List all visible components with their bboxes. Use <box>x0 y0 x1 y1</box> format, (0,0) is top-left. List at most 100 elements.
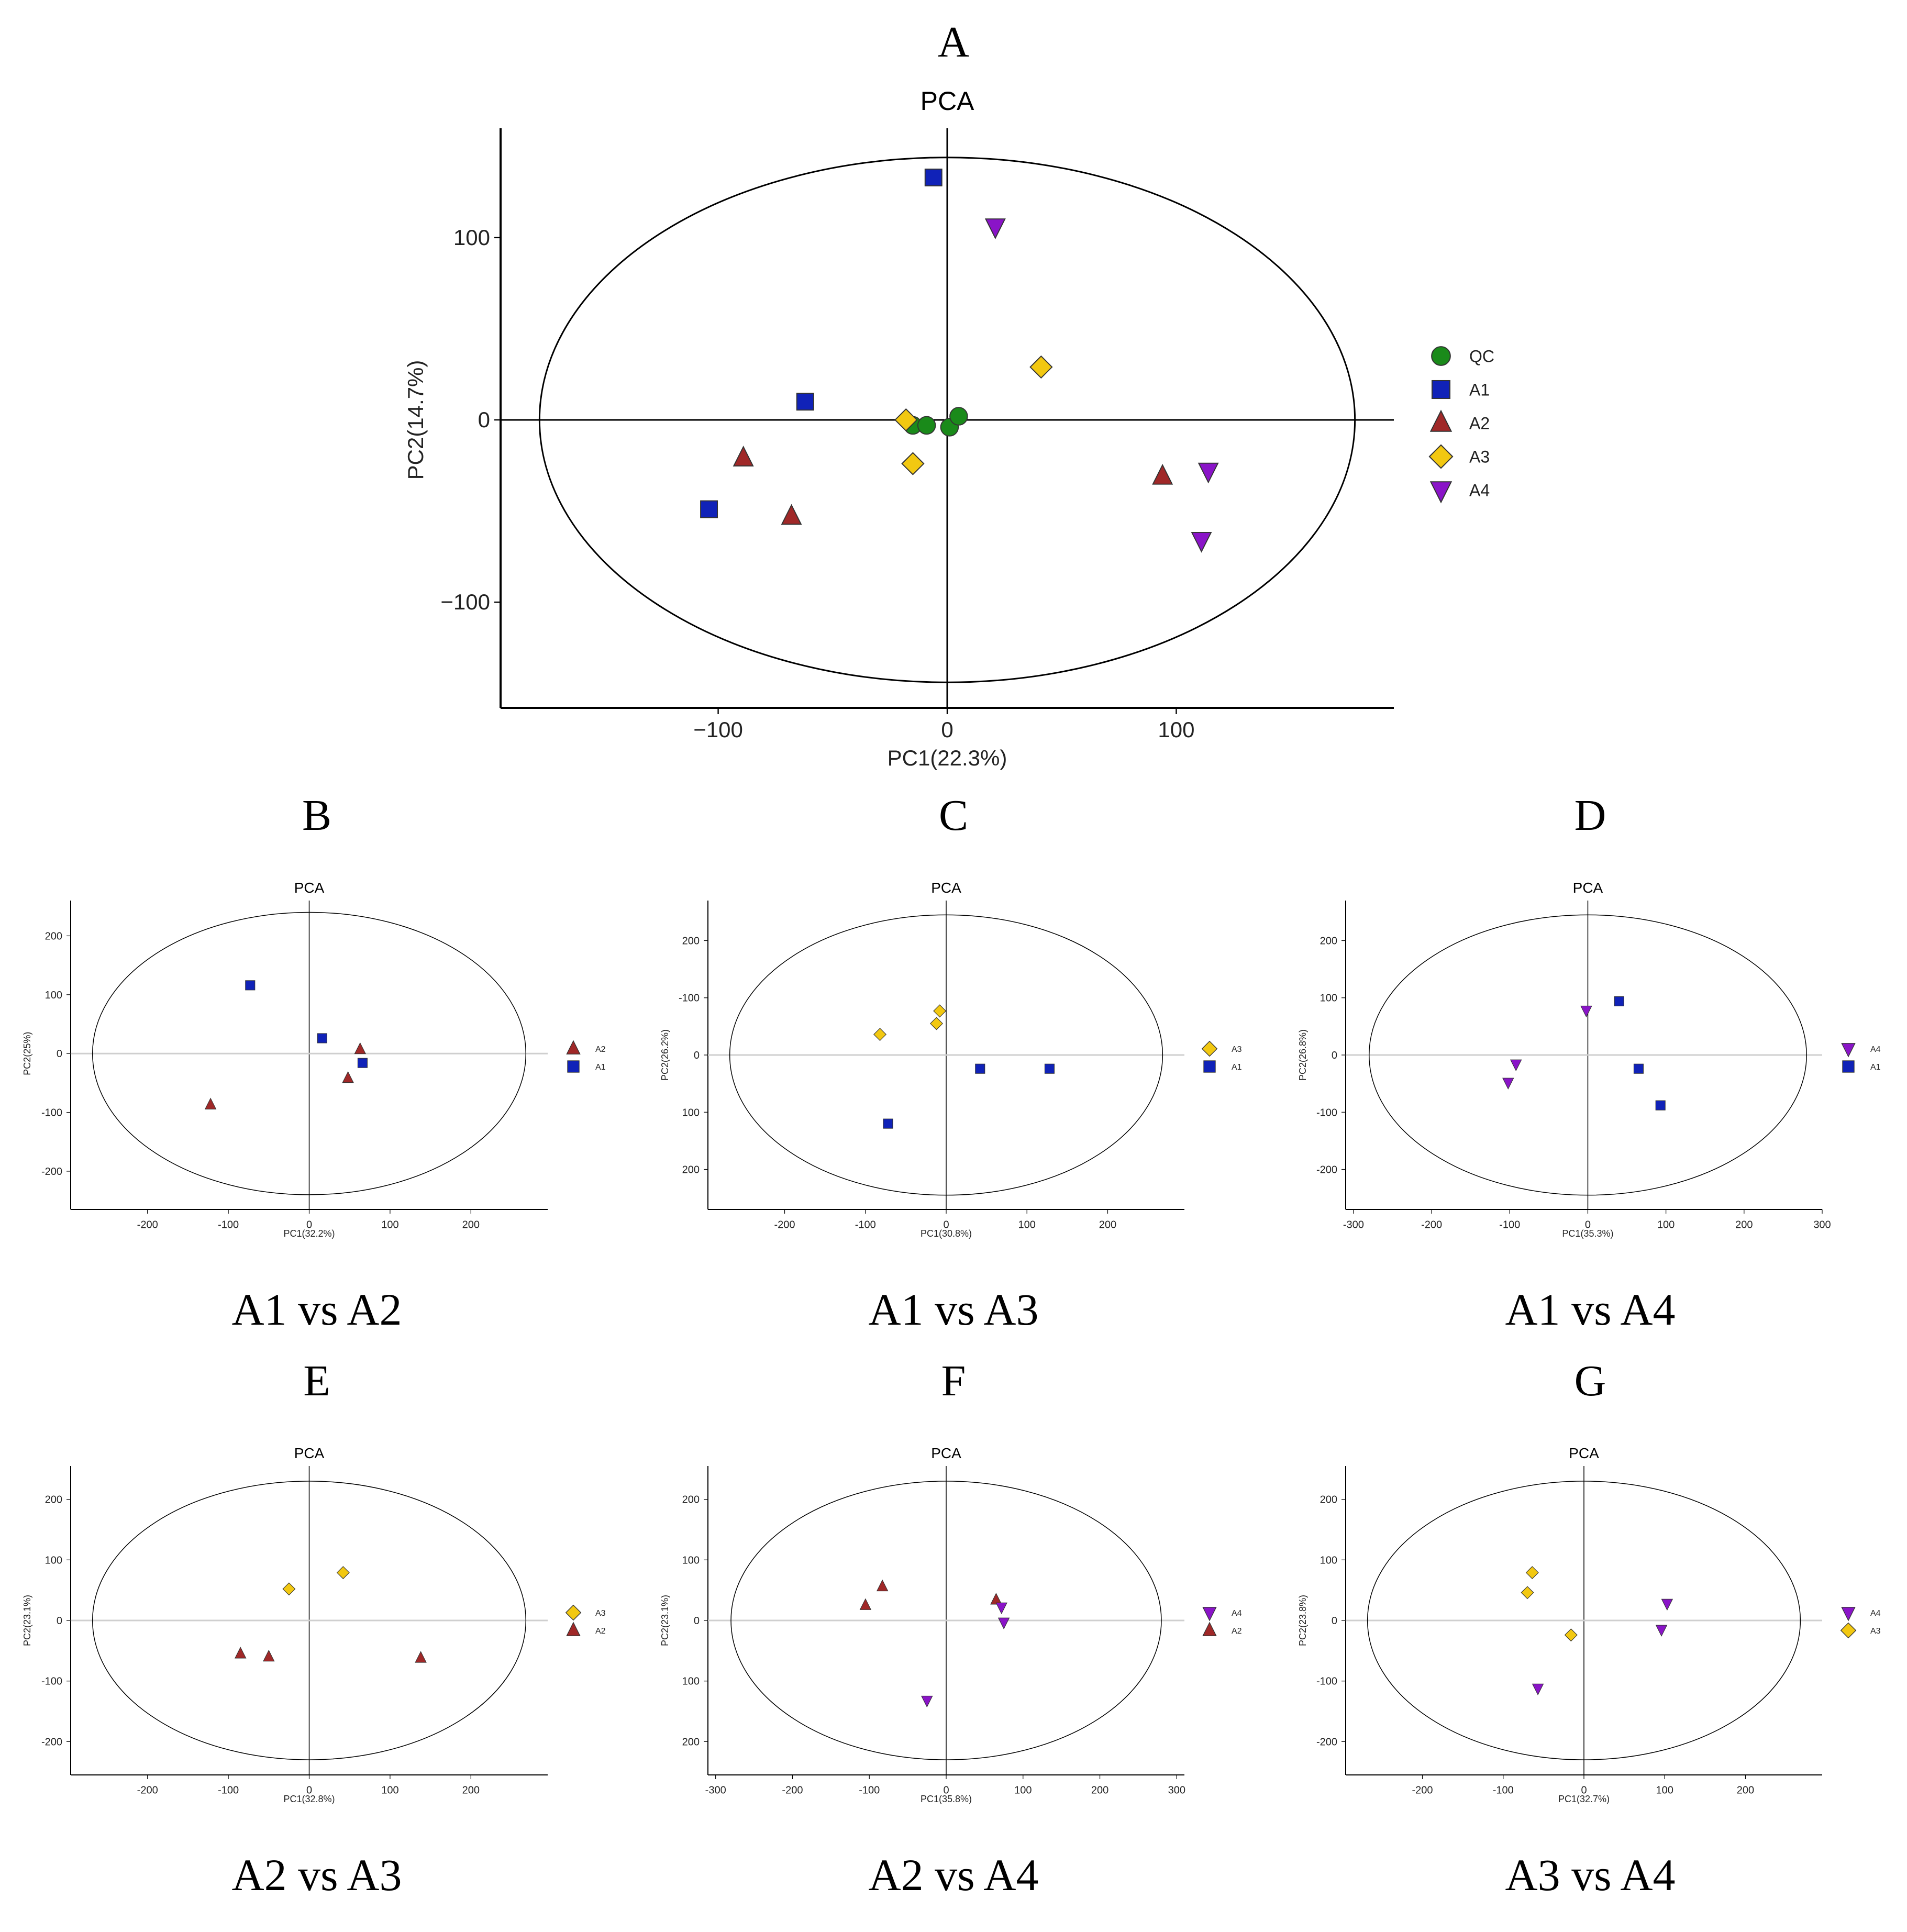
x-tick-label: -300 <box>1343 1219 1364 1230</box>
data-point-a3 <box>1525 1566 1539 1580</box>
data-point-a2 <box>235 1647 247 1659</box>
legend-label: A1 <box>1469 381 1490 399</box>
y-tick-label: 200 <box>682 935 700 947</box>
chart-title: PCA <box>931 880 961 896</box>
x-tick-label: -200 <box>137 1219 158 1230</box>
legend-key <box>1201 1040 1218 1057</box>
legend-label: A2 <box>595 1045 606 1054</box>
x-tick-label: 200 <box>1735 1219 1753 1230</box>
legend-key <box>1841 1607 1856 1622</box>
legend-label: A3 <box>595 1609 606 1618</box>
x-tick-label: 300 <box>1168 1784 1185 1796</box>
legend-key <box>566 1040 581 1054</box>
data-point-a4 <box>1655 1625 1668 1637</box>
series-a4 <box>1532 1598 1673 1696</box>
y-tick-label: 100 <box>682 1555 700 1566</box>
y-tick-label: 200 <box>682 1736 700 1748</box>
data-point-a4 <box>997 1617 1010 1629</box>
legend: A3 A2 <box>565 1604 606 1636</box>
data-point-a1 <box>245 980 256 991</box>
y-axis-title: PC2(23.8%) <box>1298 1595 1308 1646</box>
y-tick-label: −100 <box>440 590 490 614</box>
data-point-a4 <box>1510 1059 1522 1071</box>
panel-letter: E <box>303 1357 330 1405</box>
y-tick-label: 200 <box>45 1494 62 1506</box>
panel-letter: A <box>938 18 970 66</box>
x-tick-label: 100 <box>1656 1784 1673 1796</box>
confidence-ellipse <box>729 914 1163 1196</box>
y-tick-label: -100 <box>41 1107 62 1119</box>
y-tick-label: -200 <box>41 1166 62 1178</box>
y-tick-label: 100 <box>682 1107 700 1118</box>
y-tick-label: -100 <box>41 1676 62 1687</box>
panel-a: A PCA −100 0 100 −100 0 100 PC1(22.3%) PC2(14.7%)… <box>403 18 1494 770</box>
x-tick-label: 200 <box>1091 1784 1108 1796</box>
x-tick-label: -100 <box>218 1219 239 1230</box>
data-point-a2 <box>354 1042 367 1054</box>
panel-letter: F <box>941 1357 966 1405</box>
y-tick-label: 100 <box>1320 993 1337 1004</box>
series-a1 <box>245 980 368 1068</box>
series-a1 <box>1614 996 1666 1111</box>
chart-title: PCA <box>294 1445 325 1461</box>
legend-key <box>1202 1607 1217 1622</box>
y-tick-label: -100 <box>1316 1676 1337 1687</box>
series-a2 <box>235 1647 427 1663</box>
data-point-a1 <box>883 1118 893 1129</box>
series-a2 <box>859 1579 1002 1610</box>
data-point-a1 <box>975 1063 985 1074</box>
data-point-a3 <box>282 1582 296 1596</box>
x-tick-label: 0 <box>1581 1784 1587 1796</box>
x-tick-label: -200 <box>137 1784 158 1796</box>
x-tick-label: -200 <box>1421 1219 1442 1230</box>
y-axis-title: PC2(14.7%) <box>403 360 428 480</box>
y-axis-title: PC2(23.1%) <box>22 1595 32 1646</box>
panel-caption: A1 vs A4 <box>1505 1284 1676 1335</box>
x-tick-label: 200 <box>462 1784 480 1796</box>
panel-letter: C <box>939 791 968 840</box>
data-point-a2 <box>1152 463 1173 485</box>
legend-label: A2 <box>1232 1627 1242 1636</box>
y-tick-label: 200 <box>45 930 62 942</box>
data-point-a1 <box>357 1058 368 1068</box>
y-tick-label: 0 <box>1332 1050 1337 1061</box>
panel-caption: A1 vs A3 <box>869 1284 1039 1335</box>
data-point-a4 <box>1191 531 1212 553</box>
x-axis-title: PC1(35.8%) <box>921 1794 972 1804</box>
legend-key <box>1840 1622 1857 1639</box>
y-tick-label: 200 <box>1320 935 1337 947</box>
data-point-a2 <box>204 1097 217 1109</box>
legend-label: A4 <box>1870 1609 1881 1618</box>
panel-d: D PCA -300 -200 -100 0 100 200 300 -200 -100 0 100 20… <box>1298 791 1881 1335</box>
data-point-a1 <box>1614 996 1624 1006</box>
x-tick-label: 0 <box>1585 1219 1591 1230</box>
data-point-a3 <box>894 408 918 432</box>
y-tick-label: -200 <box>1316 1736 1337 1748</box>
data-point-a1 <box>1633 1063 1644 1074</box>
series-a2 <box>733 446 1173 525</box>
data-point-a3 <box>1521 1586 1534 1600</box>
legend-key <box>1203 1060 1216 1073</box>
x-axis-title: PC1(35.3%) <box>1562 1228 1613 1239</box>
x-tick-label: −100 <box>693 717 743 742</box>
legend-key <box>1202 1622 1217 1636</box>
series-a3 <box>1521 1566 1578 1642</box>
y-tick-label: 200 <box>1320 1494 1337 1506</box>
data-point-qc <box>949 407 968 426</box>
x-axis-title: PC1(22.3%) <box>888 746 1007 770</box>
data-point-a4 <box>984 218 1006 239</box>
data-point-a4 <box>1198 462 1219 484</box>
data-point-a3 <box>1564 1628 1578 1642</box>
x-axis-title: PC1(32.7%) <box>1558 1794 1610 1804</box>
legend: A2 A1 <box>566 1040 606 1073</box>
x-tick-label: 200 <box>462 1219 480 1230</box>
panel-letter: B <box>302 791 331 840</box>
panel-caption: A1 vs A2 <box>232 1284 402 1335</box>
y-axis-title: PC2(25%) <box>22 1032 32 1075</box>
confidence-ellipse <box>1369 914 1807 1196</box>
data-point-qc <box>917 416 936 435</box>
legend-label: A2 <box>595 1627 606 1636</box>
y-tick-label: 0 <box>57 1615 62 1627</box>
y-tick-label: 100 <box>1320 1555 1337 1566</box>
x-tick-label: -100 <box>218 1784 239 1796</box>
